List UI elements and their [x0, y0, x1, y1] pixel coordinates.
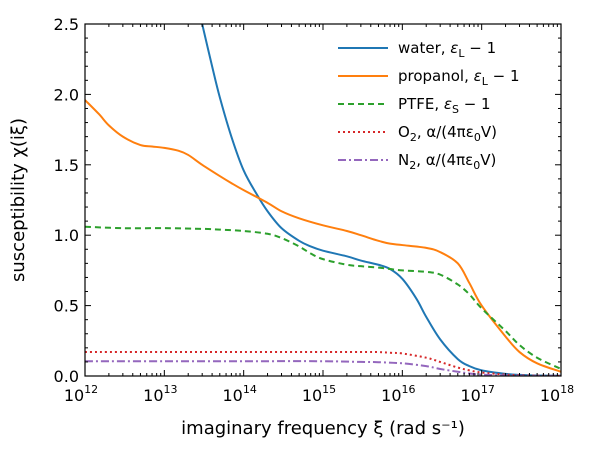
x-tick-label: 1018 — [540, 383, 574, 405]
legend-label-3: O2, α/(4πε0V) — [398, 123, 497, 144]
x-tick-label: 1015 — [302, 383, 336, 405]
y-tick-label: 2.5 — [54, 15, 79, 34]
y-axis-label: susceptibility χ(iξ) — [8, 118, 29, 282]
legend-label-1: propanol, εL − 1 — [398, 67, 520, 88]
y-tick-label: 0.5 — [54, 297, 79, 316]
y-tick-label: 2.0 — [54, 85, 79, 104]
legend-label-4: N2, α/(4πε0V) — [398, 151, 496, 172]
series-line-3 — [85, 351, 561, 376]
legend-label-2: PTFE, εS − 1 — [398, 95, 491, 116]
x-axis-label: imaginary frequency ξ (rad s⁻¹) — [181, 418, 465, 439]
x-tick-label: 1014 — [222, 383, 256, 405]
series-line-0 — [201, 24, 561, 376]
y-tick-label: 1.5 — [54, 156, 79, 175]
ticks-layer: 1012 1013 1014 1015 1016 1017 1018 0.0 0.5 1.0 1.5… — [54, 15, 575, 405]
series-line-2 — [85, 225, 561, 370]
y-tick-label: 0.0 — [54, 367, 79, 386]
legend: water, εL − 1 propanol, εL − 1 PTFE, εS − … — [338, 39, 520, 172]
x-tick-label: 1013 — [143, 383, 177, 405]
y-tick-label: 1.0 — [54, 226, 79, 245]
x-tick-label: 1017 — [460, 383, 494, 405]
series-line-1 — [85, 99, 561, 373]
x-tick-label: 1016 — [381, 383, 415, 405]
legend-label-0: water, εL − 1 — [398, 39, 496, 60]
x-tick-label: 1012 — [64, 383, 98, 405]
